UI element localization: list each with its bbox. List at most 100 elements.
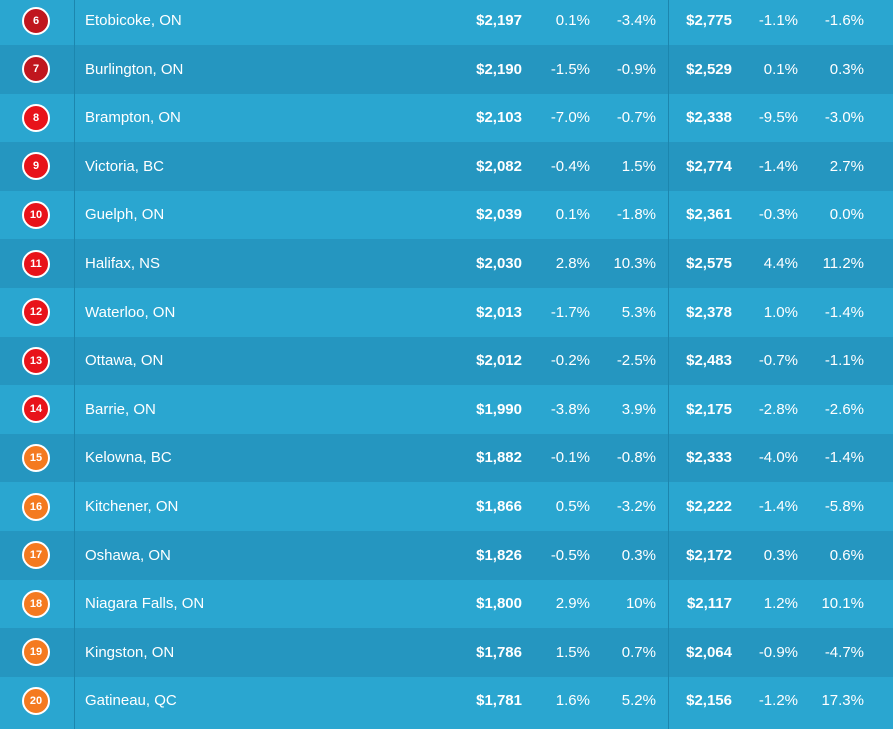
one-bed-rent: $2,197 xyxy=(476,12,522,29)
table-row: 20 Gatineau, QC $1,781 1.6% 5.2% $2,156 -1.2% 1… xyxy=(0,676,893,726)
one-bed-monthly-change: -7.0% xyxy=(550,109,590,127)
two-bed-monthly-change: -1.1% xyxy=(758,12,798,29)
one-bed-monthly-change: -1.7% xyxy=(550,303,590,321)
one-bed-rent: $1,781 xyxy=(476,692,522,710)
one-bed-monthly-change: -3.8% xyxy=(550,400,590,418)
two-bed-yearly-change: -2.6% xyxy=(824,400,864,418)
city-name: Kelowna, BC xyxy=(85,449,172,467)
two-bed-yearly-change: -5.8% xyxy=(824,498,864,515)
one-bed-monthly-change: 2.8% xyxy=(555,255,590,272)
one-bed-monthly-change: -1.5% xyxy=(550,60,590,78)
two-bed-yearly-change: 10.1% xyxy=(821,595,864,613)
two-bed-yearly-change: 0.0% xyxy=(829,206,864,224)
rank-column-divider xyxy=(74,0,75,729)
rank-badge: 16 xyxy=(22,492,50,521)
two-bed-monthly-change: 0.3% xyxy=(763,546,798,564)
table-row: 19 Kingston, ON $1,786 1.5% 0.7% $2,064 -0.9% -… xyxy=(0,627,893,677)
two-bed-rent: $2,117 xyxy=(686,595,732,613)
two-bed-rent: $2,378 xyxy=(686,303,732,321)
two-bed-monthly-change: 1.0% xyxy=(763,303,798,321)
rank-cell: 18 xyxy=(0,579,74,628)
one-bed-rent: $1,800 xyxy=(476,595,522,613)
two-bed-yearly-change: -3.0% xyxy=(824,109,864,127)
two-bed-rent: $2,575 xyxy=(686,255,732,272)
rank-cell: 13 xyxy=(0,336,74,385)
one-bed-yearly-change: 10.3% xyxy=(613,255,656,272)
one-bed-rent: $2,012 xyxy=(476,352,522,370)
one-bed-monthly-change: 0.5% xyxy=(555,498,590,515)
two-bed-monthly-change: -0.7% xyxy=(758,352,798,370)
one-bed-yearly-change: 5.2% xyxy=(621,692,656,710)
two-bed-rent: $2,483 xyxy=(686,352,732,370)
one-bed-monthly-change: 1.5% xyxy=(555,643,590,661)
one-bed-monthly-change: -0.4% xyxy=(550,157,590,175)
two-bed-rent: $2,175 xyxy=(686,400,732,418)
two-bed-rent: $2,333 xyxy=(686,449,732,467)
one-bed-yearly-change: -3.2% xyxy=(616,498,656,515)
group-column-divider xyxy=(668,0,669,729)
city-name: Barrie, ON xyxy=(85,400,156,418)
one-bed-yearly-change: -0.7% xyxy=(616,109,656,127)
one-bed-monthly-change: 0.1% xyxy=(555,206,590,224)
rank-badge: 8 xyxy=(22,103,50,132)
two-bed-rent: $2,774 xyxy=(686,157,732,175)
rank-cell: 20 xyxy=(0,676,74,725)
one-bed-rent: $1,826 xyxy=(476,546,522,564)
two-bed-yearly-change: -1.4% xyxy=(824,303,864,321)
rank-badge: 13 xyxy=(22,346,50,375)
rank-cell: 14 xyxy=(0,385,74,434)
rank-cell: 15 xyxy=(0,433,74,482)
table-row: 13 Ottawa, ON $2,012 -0.2% -2.5% $2,483 -0.7% -… xyxy=(0,336,893,386)
rank-badge: 11 xyxy=(22,249,50,278)
two-bed-rent: $2,222 xyxy=(686,498,732,515)
one-bed-monthly-change: -0.2% xyxy=(550,352,590,370)
two-bed-rent: $2,775 xyxy=(686,12,732,29)
one-bed-monthly-change: -0.1% xyxy=(550,449,590,467)
two-bed-rent: $2,529 xyxy=(686,60,732,78)
table-row: 14 Barrie, ON $1,990 -3.8% 3.9% $2,175 -2.8% -2… xyxy=(0,384,893,434)
city-name: Victoria, BC xyxy=(85,157,164,175)
one-bed-yearly-change: 0.3% xyxy=(621,546,656,564)
city-name: Brampton, ON xyxy=(85,109,181,127)
rank-cell: 17 xyxy=(0,531,74,580)
one-bed-rent: $2,082 xyxy=(476,157,522,175)
rank-badge: 10 xyxy=(22,200,50,229)
table-row: 16 Kitchener, ON $1,866 0.5% -3.2% $2,222 -1.4… xyxy=(0,482,893,531)
rank-cell: 9 xyxy=(0,142,74,191)
one-bed-monthly-change: 0.1% xyxy=(555,12,590,29)
table-row: 7 Burlington, ON $2,190 -1.5% -0.9% $2,529 0.1… xyxy=(0,44,893,94)
two-bed-monthly-change: -4.0% xyxy=(758,449,798,467)
two-bed-monthly-change: 0.1% xyxy=(763,60,798,78)
one-bed-rent: $2,190 xyxy=(476,60,522,78)
one-bed-yearly-change: 0.7% xyxy=(621,643,656,661)
rank-badge: 18 xyxy=(22,589,50,618)
city-name: Burlington, ON xyxy=(85,60,184,78)
table-row: 18 Niagara Falls, ON $1,800 2.9% 10% $2,117 1.… xyxy=(0,579,893,629)
two-bed-monthly-change: -1.2% xyxy=(758,692,798,710)
rank-cell: 19 xyxy=(0,628,74,677)
rank-badge: 7 xyxy=(22,55,50,84)
one-bed-yearly-change: -0.9% xyxy=(616,60,656,78)
table-row: 17 Oshawa, ON $1,826 -0.5% 0.3% $2,172 0.3% 0.6… xyxy=(0,530,893,580)
rank-badge: 19 xyxy=(22,638,50,667)
rank-badge: 20 xyxy=(22,686,50,715)
one-bed-yearly-change: 1.5% xyxy=(621,157,656,175)
one-bed-yearly-change: 10% xyxy=(625,595,656,613)
table-row: 15 Kelowna, BC $1,882 -0.1% -0.8% $2,333 -4.0%… xyxy=(0,433,893,483)
two-bed-rent: $2,172 xyxy=(686,546,732,564)
one-bed-yearly-change: 5.3% xyxy=(621,303,656,321)
two-bed-monthly-change: -1.4% xyxy=(758,498,798,515)
two-bed-monthly-change: -0.3% xyxy=(758,206,798,224)
one-bed-yearly-change: -1.8% xyxy=(616,206,656,224)
one-bed-rent: $2,039 xyxy=(476,206,522,224)
city-name: Oshawa, ON xyxy=(85,546,171,564)
one-bed-yearly-change: 3.9% xyxy=(621,400,656,418)
two-bed-yearly-change: 17.3% xyxy=(821,692,864,710)
two-bed-monthly-change: -1.4% xyxy=(758,157,798,175)
two-bed-monthly-change: 4.4% xyxy=(763,255,798,272)
one-bed-rent: $1,990 xyxy=(476,400,522,418)
rank-badge: 14 xyxy=(22,395,50,424)
table-row: 6 Etobicoke, ON $2,197 0.1% -3.4% $2,775 -1.1%… xyxy=(0,0,893,45)
city-name: Guelph, ON xyxy=(85,206,165,224)
two-bed-yearly-change: -4.7% xyxy=(824,643,864,661)
